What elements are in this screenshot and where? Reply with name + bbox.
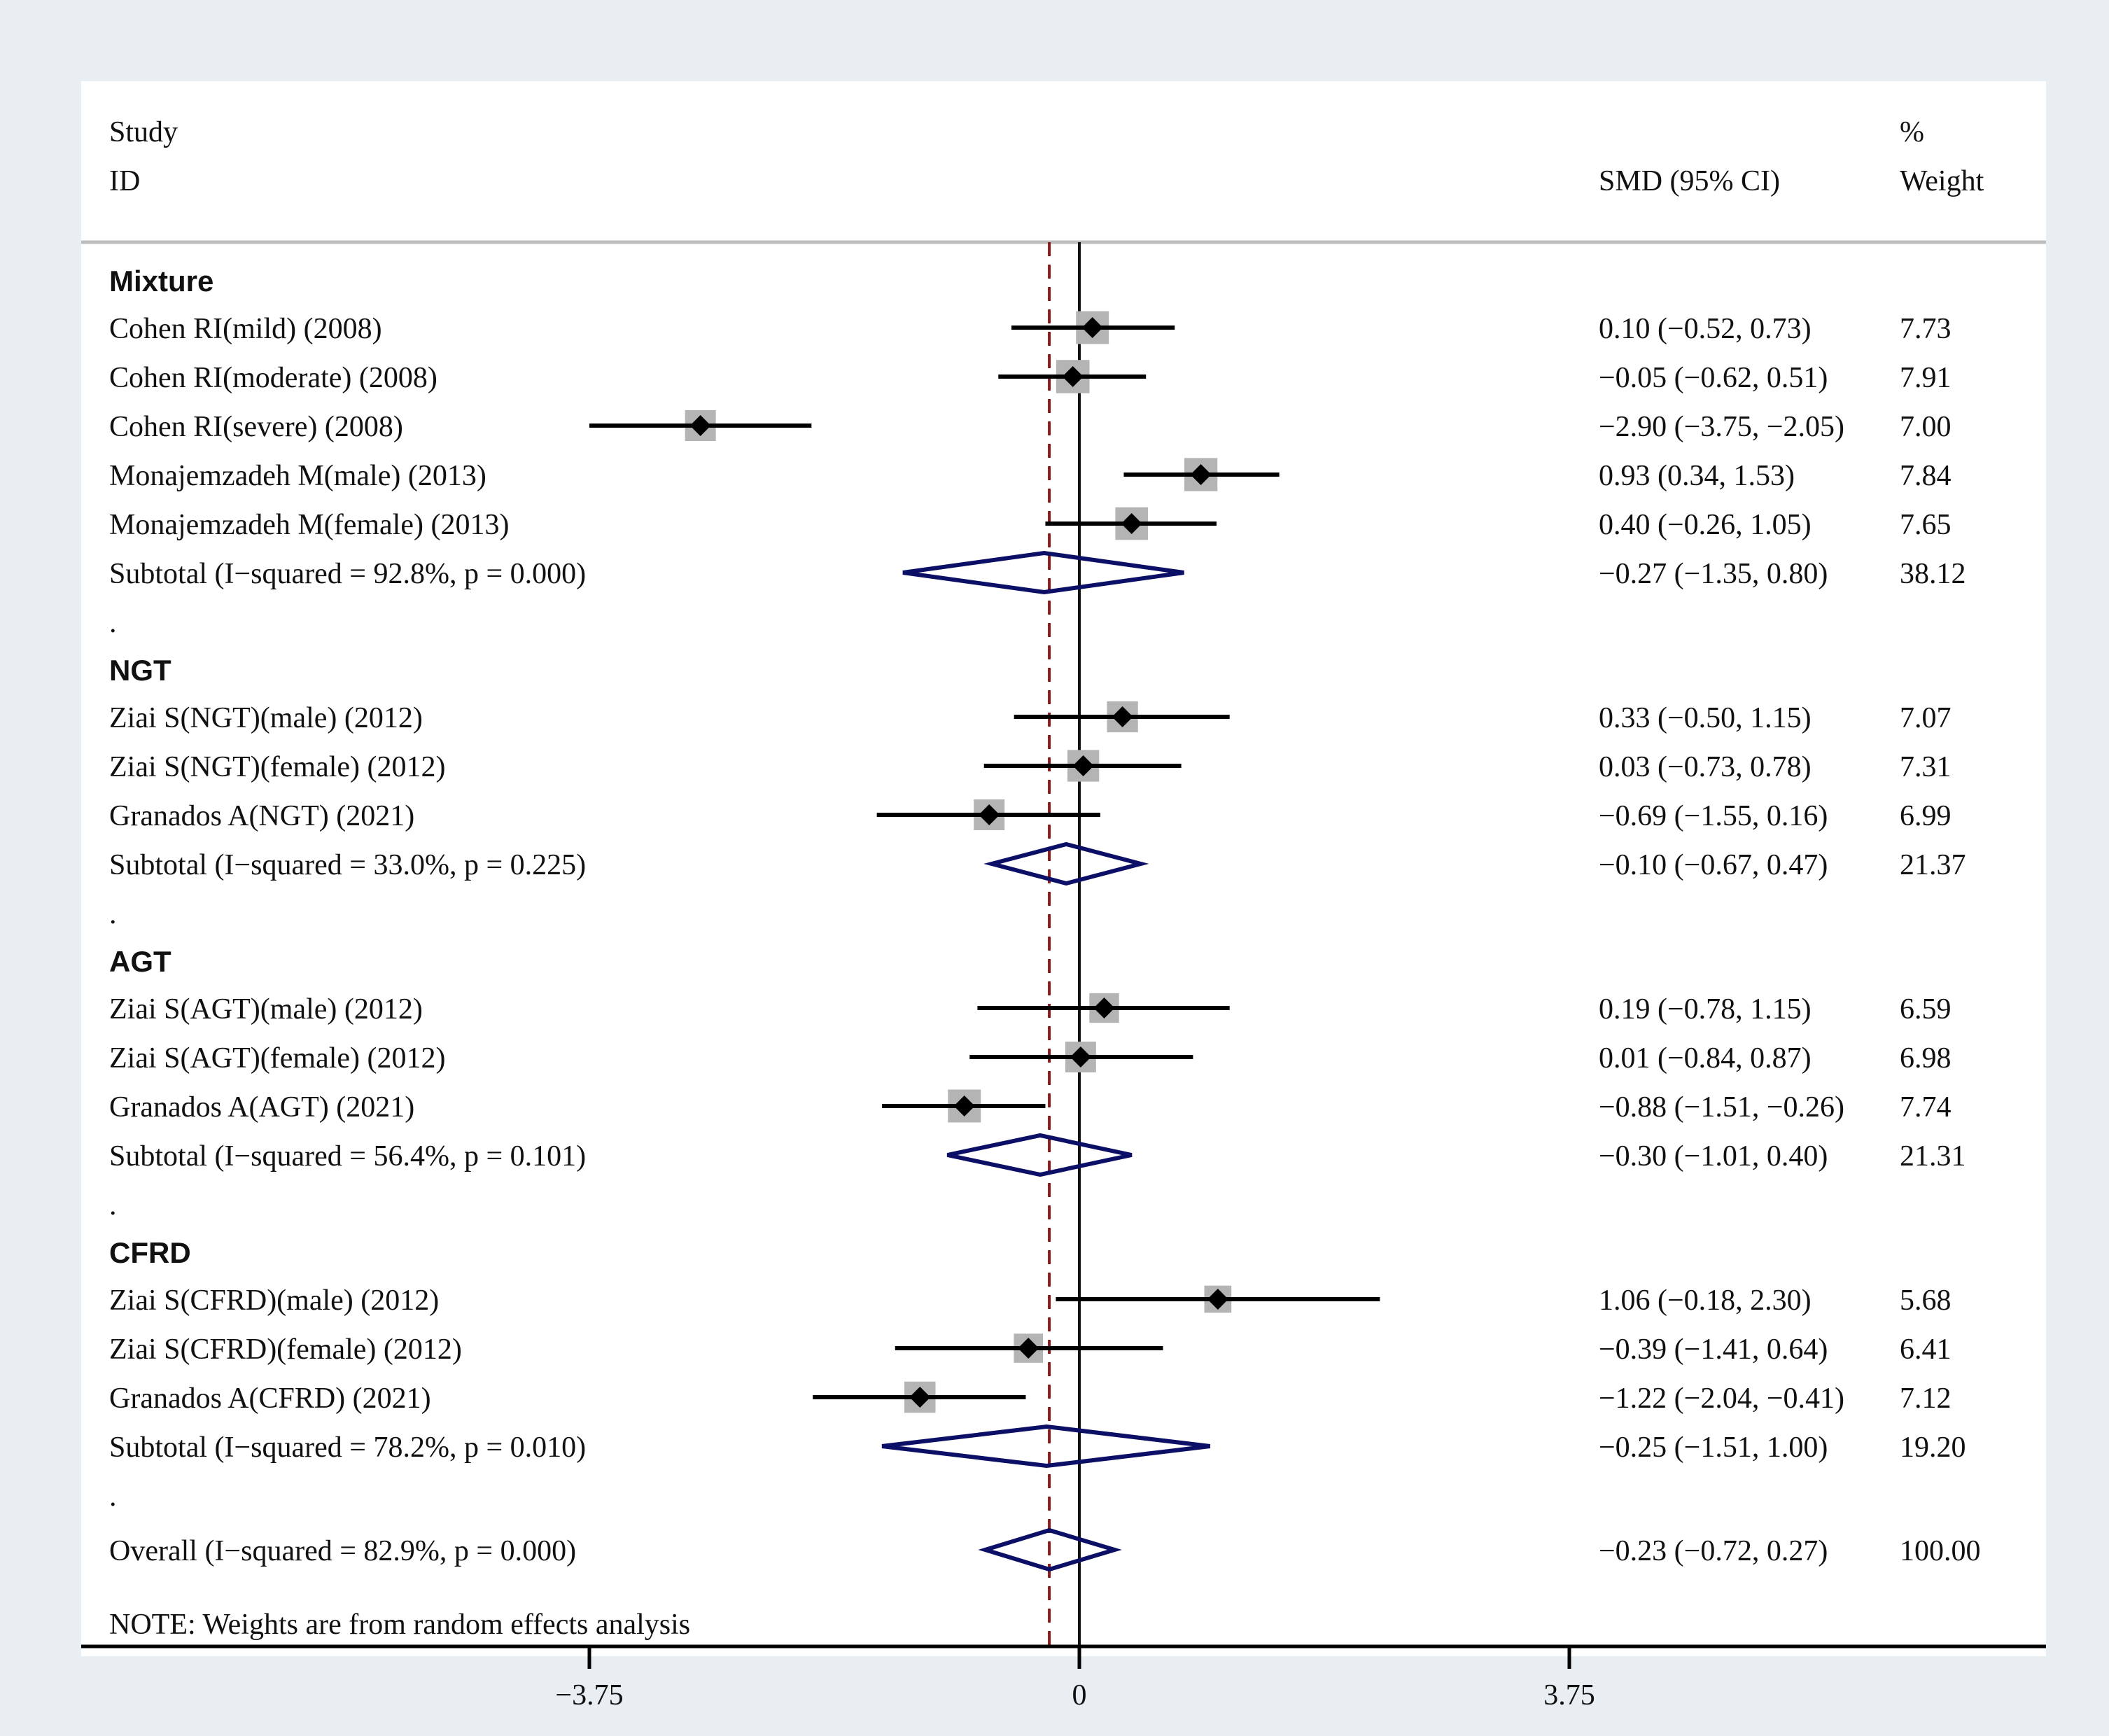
header-percent: % bbox=[1900, 116, 1924, 148]
header-effect: SMD (95% CI) bbox=[1599, 165, 1780, 197]
study-ci-text: 0.10 (−0.52, 0.73) bbox=[1599, 313, 1812, 345]
subtotal-label-ngt: Subtotal (I−squared = 33.0%, p = 0.225) bbox=[109, 849, 586, 881]
subtotal-label-mixture: Subtotal (I−squared = 92.8%, p = 0.000) bbox=[109, 558, 586, 590]
header-weight: Weight bbox=[1900, 165, 1984, 197]
subtotal-diamond-mixture bbox=[902, 550, 1184, 595]
study-label: Ziai S(NGT)(female) (2012) bbox=[109, 751, 445, 783]
point-estimate bbox=[1190, 464, 1212, 485]
study-label: Ziai S(CFRD)(male) (2012) bbox=[109, 1284, 439, 1317]
study-weight: 6.98 bbox=[1900, 1042, 1952, 1074]
point-estimate bbox=[1062, 366, 1084, 387]
point-estimate bbox=[1121, 513, 1142, 534]
group-separator: . bbox=[109, 898, 117, 930]
study-ci-text: 0.33 (−0.50, 1.15) bbox=[1599, 702, 1812, 734]
study-label: Granados A(AGT) (2021) bbox=[109, 1091, 414, 1124]
subtotal-label-agt: Subtotal (I−squared = 56.4%, p = 0.101) bbox=[109, 1140, 586, 1172]
study-ci-text: −0.05 (−0.62, 0.51) bbox=[1599, 362, 1828, 394]
subtotal-diamond-agt bbox=[946, 1133, 1133, 1177]
study-label: Cohen RI(mild) (2008) bbox=[109, 313, 382, 345]
subtotal-weight-mixture: 38.12 bbox=[1900, 558, 1966, 590]
overall-label: Overall (I−squared = 82.9%, p = 0.000) bbox=[109, 1535, 576, 1567]
x-tick-label: −3.75 bbox=[555, 1679, 623, 1712]
study-weight: 7.07 bbox=[1900, 702, 1952, 734]
subtotal-label-cfrd: Subtotal (I−squared = 78.2%, p = 0.010) bbox=[109, 1432, 586, 1464]
group-separator: . bbox=[109, 1189, 117, 1222]
point-estimate bbox=[1072, 755, 1094, 776]
footnote: NOTE: Weights are from random effects an… bbox=[109, 1609, 690, 1641]
study-label: Monajemzadeh M(male) (2013) bbox=[109, 460, 486, 492]
study-weight: 7.91 bbox=[1900, 362, 1952, 394]
study-weight: 6.59 bbox=[1900, 993, 1952, 1026]
group-title-mixture: Mixture bbox=[109, 265, 213, 298]
study-label: Granados A(CFRD) (2021) bbox=[109, 1382, 431, 1415]
study-ci-text: 1.06 (−0.18, 2.30) bbox=[1599, 1284, 1812, 1317]
group-title-ngt: NGT bbox=[109, 654, 171, 687]
study-ci-text: −0.88 (−1.51, −0.26) bbox=[1599, 1091, 1844, 1124]
overall-ci-text: −0.23 (−0.72, 0.27) bbox=[1599, 1535, 1828, 1567]
subtotal-ci-text-ngt: −0.10 (−0.67, 0.47) bbox=[1599, 849, 1828, 881]
study-ci-text: 0.03 (−0.73, 0.78) bbox=[1599, 751, 1812, 783]
header-id: ID bbox=[109, 165, 140, 197]
x-tick-label: 0 bbox=[1072, 1679, 1087, 1712]
study-weight: 7.73 bbox=[1900, 313, 1952, 345]
point-estimate bbox=[953, 1096, 975, 1116]
study-ci-text: −0.69 (−1.55, 0.16) bbox=[1599, 800, 1828, 832]
overall-weight: 100.00 bbox=[1900, 1535, 1981, 1567]
study-label: Cohen RI(moderate) (2008) bbox=[109, 362, 437, 394]
header-study: Study bbox=[109, 116, 178, 148]
point-estimate bbox=[1070, 1046, 1091, 1068]
study-ci-text: −1.22 (−2.04, −0.41) bbox=[1599, 1382, 1844, 1415]
group-separator: . bbox=[109, 607, 117, 639]
x-tick-label: 3.75 bbox=[1543, 1679, 1595, 1712]
study-label: Cohen RI(severe) (2008) bbox=[109, 411, 403, 443]
point-estimate bbox=[1093, 997, 1115, 1018]
study-weight: 7.74 bbox=[1900, 1091, 1952, 1124]
study-label: Ziai S(NGT)(male) (2012) bbox=[109, 702, 423, 734]
point-estimate bbox=[1081, 317, 1103, 338]
study-ci-text: 0.40 (−0.26, 1.05) bbox=[1599, 509, 1812, 541]
study-ci-text: −2.90 (−3.75, −2.05) bbox=[1599, 411, 1844, 443]
study-ci-text: 0.19 (−0.78, 1.15) bbox=[1599, 993, 1812, 1026]
study-weight: 6.99 bbox=[1900, 800, 1952, 832]
plot-panel bbox=[81, 81, 2046, 1656]
subtotal-diamond-ngt bbox=[983, 841, 1149, 886]
subtotal-ci-text-cfrd: −0.25 (−1.51, 1.00) bbox=[1599, 1432, 1828, 1464]
study-ci-text: 0.01 (−0.84, 0.87) bbox=[1599, 1042, 1812, 1074]
study-label: Ziai S(AGT)(female) (2012) bbox=[109, 1042, 445, 1074]
study-ci-text: 0.93 (0.34, 1.53) bbox=[1599, 460, 1795, 492]
study-ci-text: −0.39 (−1.41, 0.64) bbox=[1599, 1334, 1828, 1366]
study-weight: 5.68 bbox=[1900, 1284, 1952, 1317]
subtotal-weight-agt: 21.31 bbox=[1900, 1140, 1966, 1172]
point-estimate bbox=[909, 1387, 931, 1408]
subtotal-diamond-cfrd bbox=[881, 1424, 1211, 1469]
study-label: Ziai S(CFRD)(female) (2012) bbox=[109, 1334, 462, 1366]
group-separator: . bbox=[109, 1480, 117, 1513]
study-label: Granados A(NGT) (2021) bbox=[109, 800, 414, 832]
subtotal-ci-text-mixture: −0.27 (−1.35, 0.80) bbox=[1599, 558, 1828, 590]
group-title-cfrd: CFRD bbox=[109, 1236, 191, 1269]
study-weight: 7.00 bbox=[1900, 411, 1952, 443]
study-weight: 7.12 bbox=[1900, 1382, 1952, 1415]
point-estimate bbox=[689, 415, 711, 436]
study-label: Monajemzadeh M(female) (2013) bbox=[109, 509, 509, 541]
point-estimate bbox=[1018, 1338, 1039, 1359]
study-weight: 7.84 bbox=[1900, 460, 1952, 492]
study-weight: 7.65 bbox=[1900, 509, 1952, 541]
overall-diamond bbox=[978, 1527, 1122, 1572]
point-estimate bbox=[1207, 1289, 1228, 1310]
subtotal-ci-text-agt: −0.30 (−1.01, 0.40) bbox=[1599, 1140, 1828, 1172]
point-estimate bbox=[1112, 706, 1133, 727]
study-weight: 7.31 bbox=[1900, 751, 1952, 783]
point-estimate bbox=[979, 804, 1000, 825]
subtotal-weight-cfrd: 19.20 bbox=[1900, 1432, 1966, 1464]
subtotal-weight-ngt: 21.37 bbox=[1900, 849, 1966, 881]
study-label: Ziai S(AGT)(male) (2012) bbox=[109, 993, 423, 1026]
group-title-agt: AGT bbox=[109, 945, 171, 978]
study-weight: 6.41 bbox=[1900, 1334, 1952, 1366]
